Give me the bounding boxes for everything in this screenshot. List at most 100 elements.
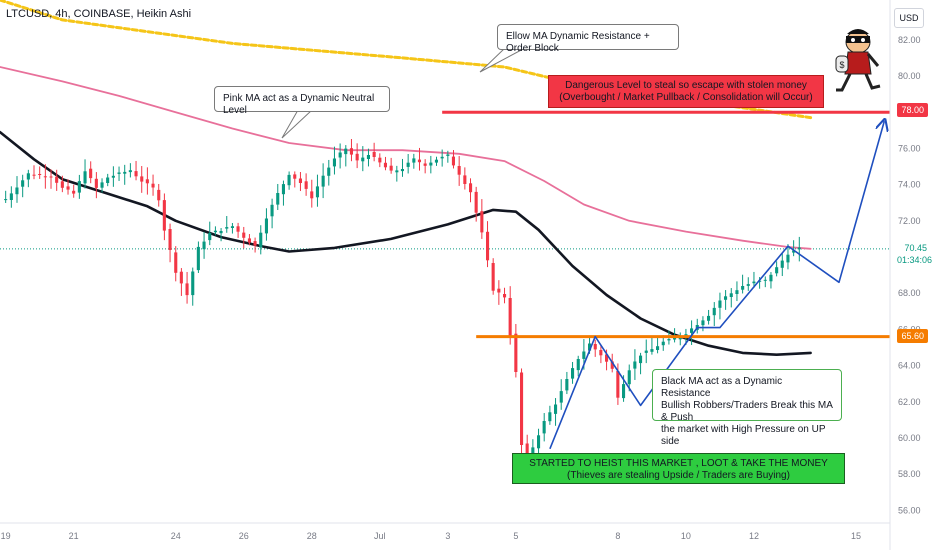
candle-body — [43, 176, 47, 178]
x-tick-label: 19 — [1, 531, 11, 541]
last-price-tag[interactable]: 70.45 01:34:06 — [894, 241, 932, 267]
candle-body — [491, 263, 495, 291]
candle-body — [145, 179, 149, 184]
candle-body — [639, 355, 643, 364]
candle-body — [332, 158, 336, 167]
candle-body — [707, 315, 711, 321]
candle-body — [304, 181, 308, 189]
candle-body — [741, 286, 745, 290]
candle-body — [423, 163, 427, 166]
symbol-title[interactable]: LTCUSD, 4h, COINBASE, Heikin Ashi — [6, 8, 192, 20]
candle-body — [168, 229, 172, 250]
candle-body — [202, 241, 206, 250]
y-tick-label: 82.00 — [898, 35, 921, 45]
candle-body — [537, 435, 541, 449]
candle-body — [582, 351, 586, 359]
x-tick-label: Jul — [374, 531, 386, 541]
candle-body — [457, 166, 461, 175]
candle-body — [690, 328, 694, 333]
danger-level-box[interactable]: Dangerous Level to steal so escape with … — [548, 75, 824, 108]
price-levels[interactable] — [442, 110, 890, 339]
candle-body — [786, 254, 790, 263]
candle-body — [355, 153, 359, 161]
candle-body — [32, 174, 36, 176]
candle-body — [775, 267, 779, 274]
candle-body — [763, 279, 767, 281]
support-price-tag[interactable]: 65.60 — [897, 329, 928, 343]
x-tick-label: 5 — [513, 531, 518, 541]
candle-body — [230, 226, 234, 228]
x-tick-label: 10 — [681, 531, 691, 541]
candle-body — [157, 189, 161, 201]
candle-body — [72, 190, 76, 194]
last-price-value: 70.45 — [904, 243, 927, 253]
candle-body — [769, 274, 773, 282]
candle-body — [270, 204, 274, 217]
ellow-ma-callout-pointer — [479, 47, 526, 73]
candle-body — [26, 173, 30, 180]
x-tick-label: 24 — [171, 531, 181, 541]
candle-body — [21, 180, 25, 187]
candle-body — [792, 250, 796, 253]
candle-body — [752, 281, 756, 284]
candle-body — [616, 371, 620, 398]
candle-body — [298, 178, 302, 183]
pink-ma-callout[interactable]: Pink MA act as a Dynamic Neutral Level — [214, 86, 390, 116]
ellow-ma-callout[interactable]: Ellow MA Dynamic Resistance + Order Bloc… — [497, 24, 679, 54]
currency-button[interactable]: USD — [894, 8, 924, 28]
candle-body — [338, 152, 342, 158]
target-price-tag[interactable]: 78.00 — [897, 103, 928, 117]
candle-body — [253, 241, 257, 246]
candle-body — [15, 187, 19, 195]
x-tick-label: 3 — [445, 531, 450, 541]
candle-body — [605, 354, 609, 362]
y-tick-label: 56.00 — [898, 505, 921, 515]
candle-body — [514, 333, 518, 372]
candle-body — [656, 346, 660, 350]
heist-text-line2: (Thieves are stealing Upside / Traders a… — [567, 470, 790, 481]
candle-body — [372, 152, 376, 157]
candle-body — [310, 191, 314, 199]
x-tick-label: 15 — [851, 531, 861, 541]
candle-body — [627, 370, 631, 385]
candle-body — [106, 177, 110, 183]
pink-ma-callout-pointer — [281, 109, 313, 139]
heist-box[interactable]: STARTED TO HEIST THIS MARKET , LOOT & TA… — [512, 453, 845, 484]
candle-body — [474, 191, 478, 213]
candle-body — [60, 181, 64, 188]
projection-path[interactable] — [549, 121, 884, 450]
candle-body — [565, 379, 569, 391]
candle-body — [264, 218, 268, 234]
y-tick-label: 58.00 — [898, 469, 921, 479]
black-ma-text-line1: Black MA act as a Dynamic Resistance — [661, 376, 783, 399]
x-tick-label: 12 — [749, 531, 759, 541]
candle-body — [673, 337, 677, 340]
candle-body — [559, 391, 563, 403]
candle-body — [327, 167, 331, 176]
candle-body — [134, 171, 138, 177]
candle-body — [503, 294, 507, 298]
candle-body — [497, 288, 501, 293]
candle-body — [100, 182, 104, 188]
candle-body — [480, 211, 484, 233]
moving-averages — [0, 0, 813, 356]
candle-body — [571, 368, 575, 379]
pink-ma-line — [0, 66, 812, 250]
black-ma-callout[interactable]: Black MA act as a Dynamic Resistance Bul… — [652, 369, 842, 447]
candle-body — [633, 361, 637, 369]
candle-body — [140, 176, 144, 182]
candle-body — [344, 148, 348, 155]
candle-body — [389, 165, 393, 171]
candle-body — [520, 372, 524, 445]
candle-body — [219, 231, 223, 234]
y-tick-label: 62.00 — [898, 397, 921, 407]
candles[interactable] — [4, 138, 801, 473]
candle-body — [746, 284, 750, 286]
x-tick-label: 8 — [615, 531, 620, 541]
candle-body — [446, 154, 450, 156]
candle-body — [463, 175, 467, 184]
candle-body — [55, 176, 59, 183]
candle-body — [321, 175, 325, 187]
candle-body — [247, 238, 251, 243]
